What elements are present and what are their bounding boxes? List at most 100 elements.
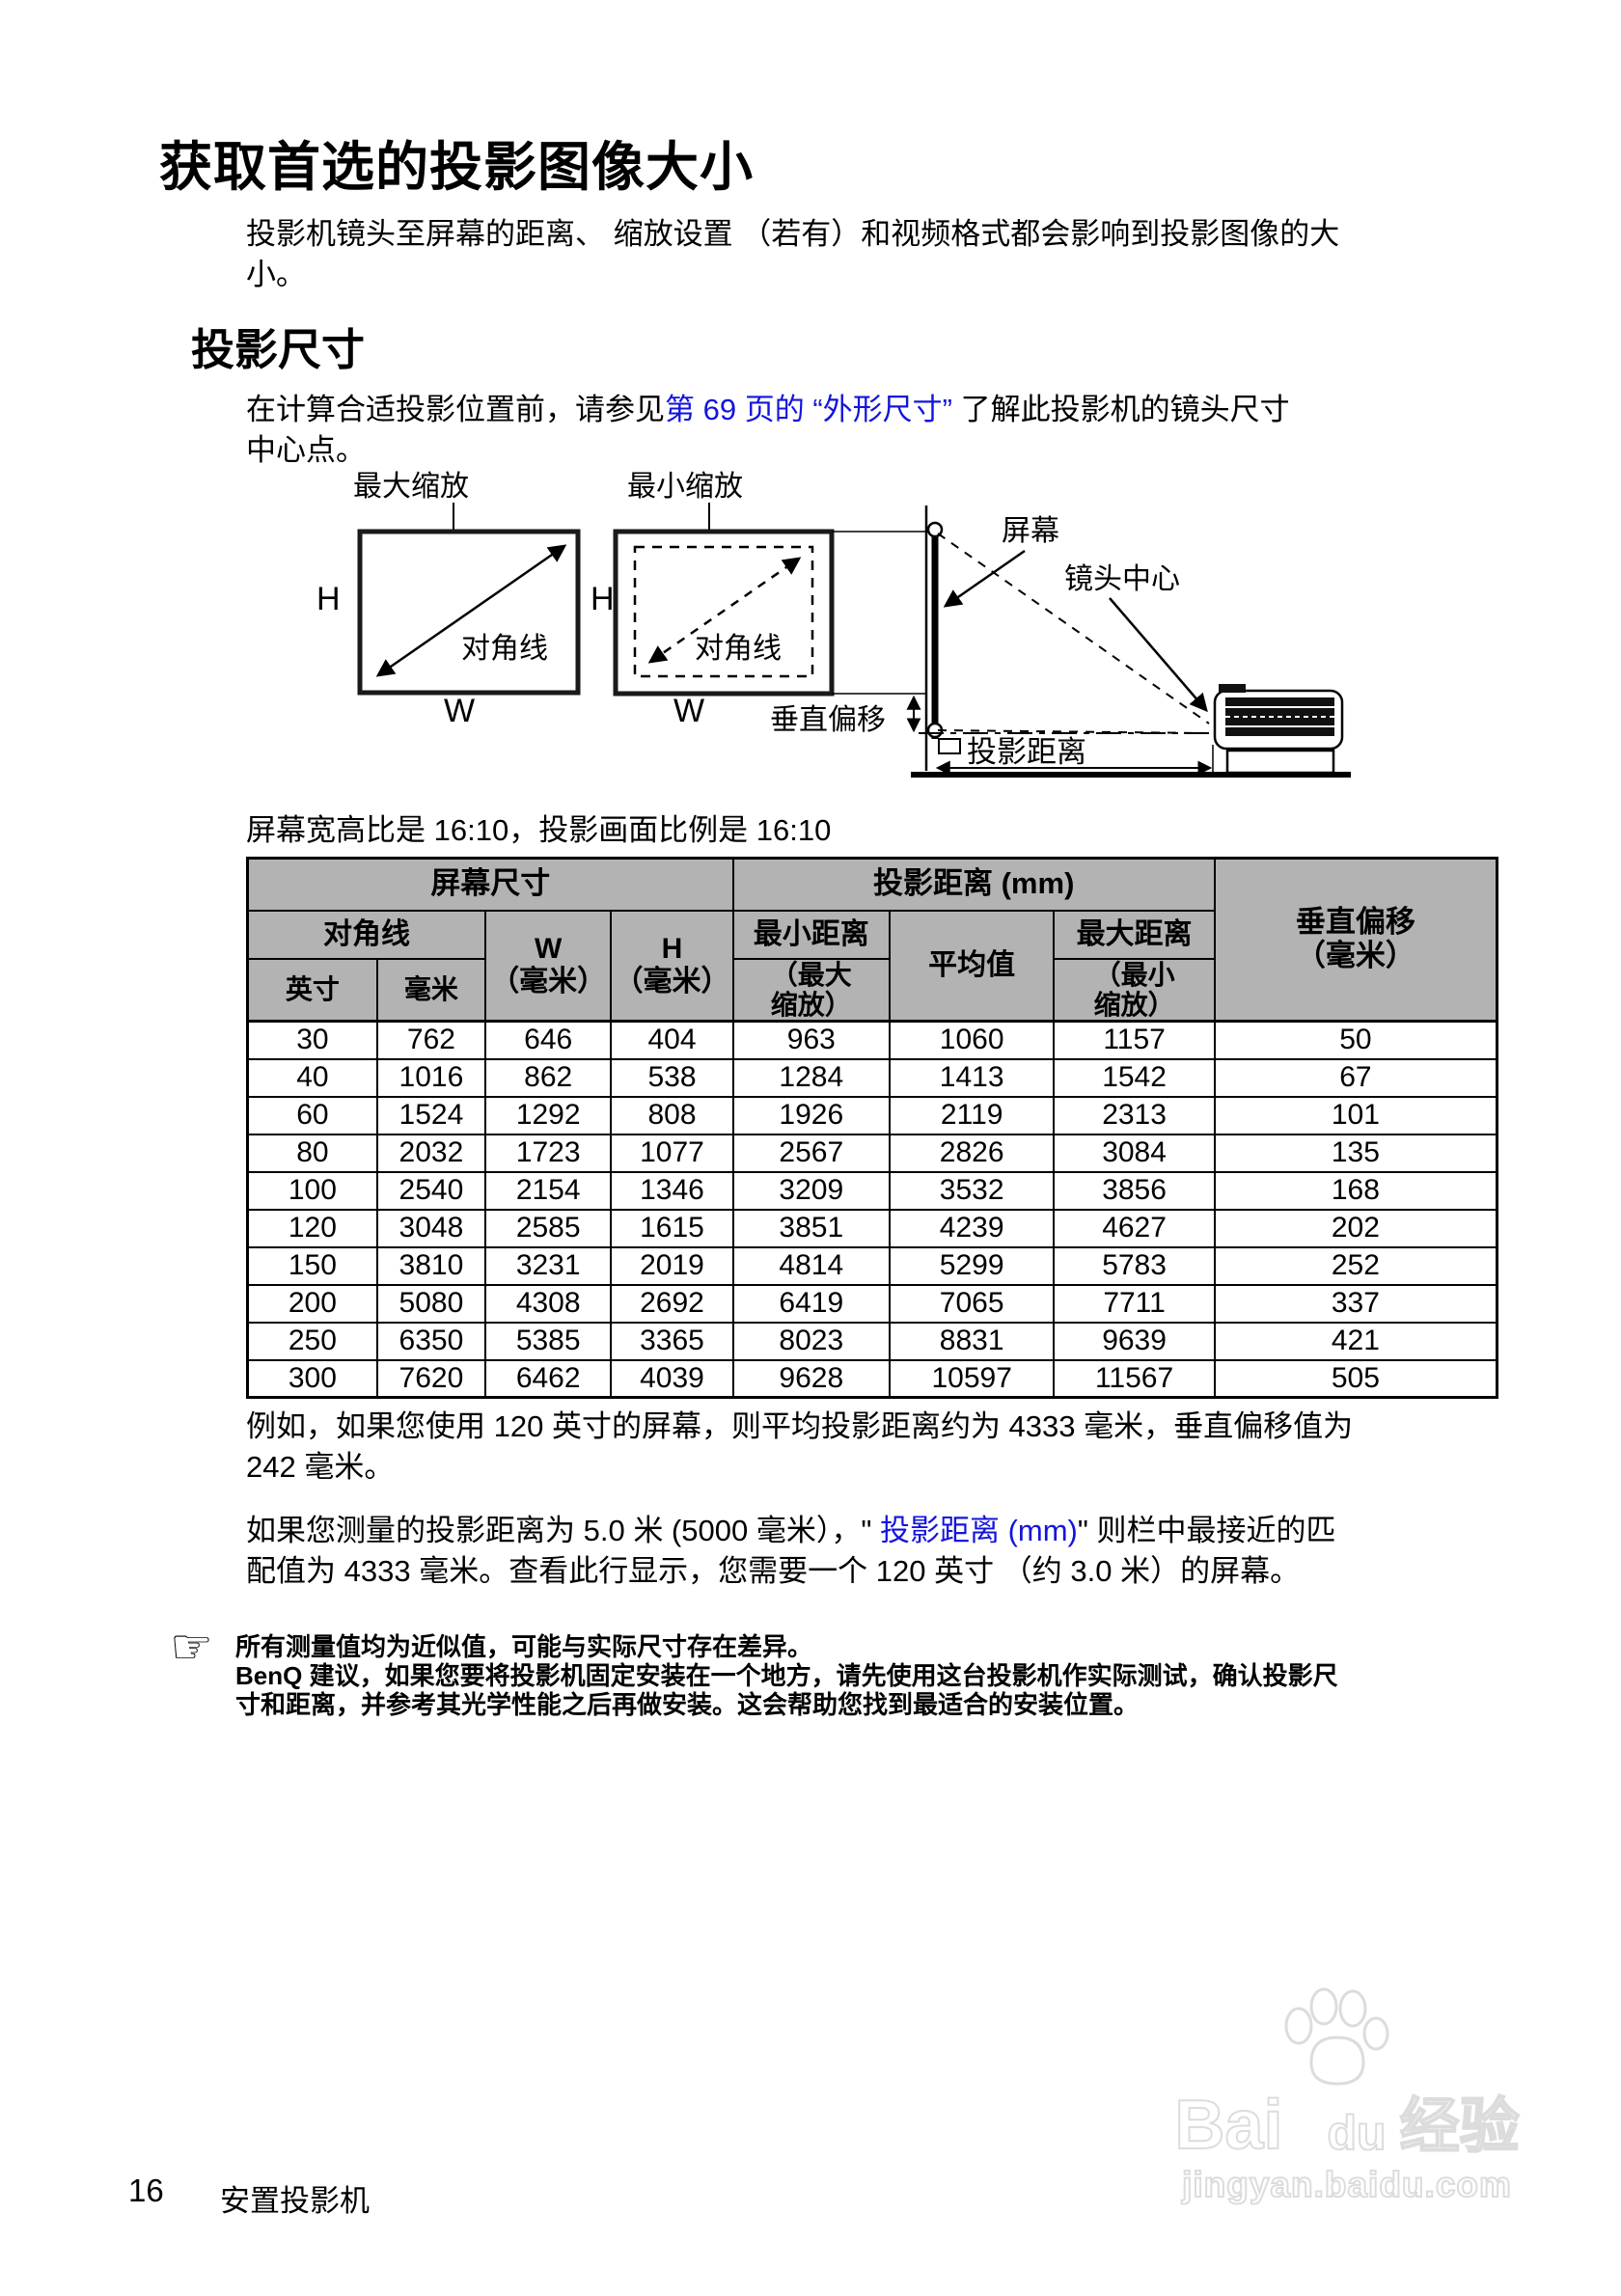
width-label-left: W [444,693,475,729]
table-cell: 1016 [375,1057,487,1098]
section-paragraph: 在计算合适投影位置前，请参见第 69 页的 “外形尺寸” 了解此投影机的镜头尺寸… [246,390,1457,471]
table-cell: 3048 [375,1208,487,1248]
table-cell: 3365 [610,1321,734,1361]
table-cell: 762 [375,1020,487,1060]
diagonal-label-right: 对角线 [695,633,782,665]
table-cell: 8023 [731,1321,891,1361]
note-block: 所有测量值均为近似值，可能与实际尺寸存在差异。 BenQ 建议，如果您要将投影机… [235,1632,1475,1719]
table-cell: 2119 [888,1095,1056,1135]
lens-center-label: 镜头中心 [1064,563,1180,595]
header-inch: 英寸 [246,957,378,1023]
min-zoom-label: 最小缩放 [627,471,743,503]
table-row: 200 5080 4308 2692 6419 7065 7711 337 [246,1283,1498,1324]
pointing-hand-icon: ☞ [170,1620,213,1674]
baidu-paw-icon [1284,1987,1389,2086]
section-title: 投影尺寸 [191,325,366,374]
table-cell: 7711 [1053,1283,1216,1324]
table-cell: 4627 [1053,1208,1216,1248]
table-cell: 100 [246,1170,378,1211]
projection-distance-link[interactable]: 投影距离 (mm) [871,1514,1078,1547]
table-cell: 50 [1213,1020,1498,1060]
table-cell: 120 [246,1208,378,1248]
table-cell: 6419 [731,1283,891,1324]
table-cell: 3851 [731,1208,891,1248]
table-cell: 862 [484,1057,613,1098]
table-row: 80 2032 1723 1077 2567 2826 3084 135 [246,1133,1498,1173]
table-row: 150 3810 3231 2019 4814 5299 5783 252 [246,1245,1498,1286]
table-cell: 7620 [375,1358,487,1399]
projection-distance-label: 投影距离 [967,735,1086,769]
table-cell: 1524 [375,1095,487,1135]
table-cell: 3810 [375,1245,487,1286]
table-cell: 1346 [610,1170,734,1211]
section-paragraph-text: 在计算合适投影位置前，请参见 [246,393,665,426]
table-body: 30 762 646 404 963 1060 1157 50 40 1016 862 538 1284… [246,1020,1498,1399]
vertical-offset-label: 垂直偏移 [770,704,886,736]
table-cell: 1292 [484,1095,613,1135]
table-cell: 202 [1213,1208,1498,1248]
table-cell: 1615 [610,1208,734,1248]
table-row: 40 1016 862 538 1284 1413 1542 67 [246,1057,1498,1098]
table-cell: 2826 [888,1133,1056,1173]
table-cell: 3231 [484,1245,613,1286]
table-cell: 538 [610,1057,734,1098]
table-cell: 101 [1213,1095,1498,1135]
width-label-right: W [673,693,704,729]
table-cell: 4239 [888,1208,1056,1248]
table-cell: 30 [246,1020,378,1060]
table-cell: 200 [246,1283,378,1324]
table-cell: 4308 [484,1283,613,1324]
example-2-text: " 则栏中最接近的匹 配值为 4333 毫米。查看此行显示，您需要一个 120 … [246,1514,1336,1588]
table-cell: 5080 [375,1283,487,1324]
table-cell: 1060 [888,1020,1056,1060]
aspect-ratio-line: 屏幕宽高比是 16:10，投影画面比例是 16:10 [246,813,832,847]
projection-size-table: 屏幕尺寸 投影距离 (mm) 垂直偏移 （毫米） 对角线 W （毫米） H （毫… [246,857,1498,1400]
max-zoom-label: 最大缩放 [353,471,469,503]
table-cell: 421 [1213,1321,1498,1361]
table-row: 100 2540 2154 1346 3209 3532 3856 168 [246,1170,1498,1211]
table-cell: 67 [1213,1057,1498,1098]
footer-chapter: 安置投影机 [220,2184,370,2218]
table-cell: 646 [484,1020,613,1060]
table-cell: 3532 [888,1170,1056,1211]
table-cell: 2032 [375,1133,487,1173]
table-cell: 337 [1213,1283,1498,1324]
table-cell: 1723 [484,1133,613,1173]
baidu-jingyan-watermark: Bai du 经验 jingyan.baidu.com [1154,1987,1540,2205]
diagonal-label-left: 对角线 [461,633,548,665]
table-cell: 150 [246,1245,378,1286]
header-average: 平均值 [888,909,1056,1023]
table-cell: 404 [610,1020,734,1060]
table-row: 120 3048 2585 1615 3851 4239 4627 202 [246,1208,1498,1248]
table-cell: 168 [1213,1170,1498,1211]
table-cell: 3856 [1053,1170,1216,1211]
section-paragraph-text: 了解此投影机的镜头尺寸 中心点。 [246,393,1290,467]
example-2-text: 如果您测量的投影距离为 5.0 米 (5000 毫米），" [246,1514,872,1547]
page-title: 获取首选的投影图像大小 [159,137,755,197]
table-cell: 5783 [1053,1245,1216,1286]
table-cell: 250 [246,1321,378,1361]
table-cell: 963 [731,1020,891,1060]
table-cell: 10597 [888,1358,1056,1399]
header-max-distance: 最大距离 [1053,909,1216,960]
table-cell: 5299 [888,1245,1056,1286]
table-cell: 2692 [610,1283,734,1324]
header-projection-distance: 投影距离 (mm) [731,857,1216,912]
table-cell: 8831 [888,1321,1056,1361]
intro-paragraph: 投影机镜头至屏幕的距离、 缩放设置 （若有）和视频格式都会影响到投影图像的大 小… [246,217,1340,291]
table-cell: 1926 [731,1095,891,1135]
header-height: H （毫米） [610,909,734,1023]
note-line-1: 所有测量值均为近似值，可能与实际尺寸存在差异。 [235,1632,813,1661]
watermark-du: du [1326,2106,1387,2160]
page-69-link[interactable]: 第 69 页的 “外形尺寸” [665,393,952,426]
table-row: 300 7620 6462 4039 9628 10597 11567 505 [246,1358,1498,1399]
table-cell: 2567 [731,1133,891,1173]
table-cell: 6462 [484,1358,613,1399]
table-row: 60 1524 1292 808 1926 2119 2313 101 [246,1095,1498,1135]
table-cell: 3209 [731,1170,891,1211]
header-width: W （毫米） [484,909,613,1023]
watermark-url: jingyan.baidu.com [1181,2164,1512,2205]
table-cell: 3084 [1053,1133,1216,1173]
example-paragraph-2: 如果您测量的投影距离为 5.0 米 (5000 毫米），" 投影距离 (mm)"… [246,1511,1464,1592]
watermark-jingyan: 经验 [1399,2093,1521,2160]
